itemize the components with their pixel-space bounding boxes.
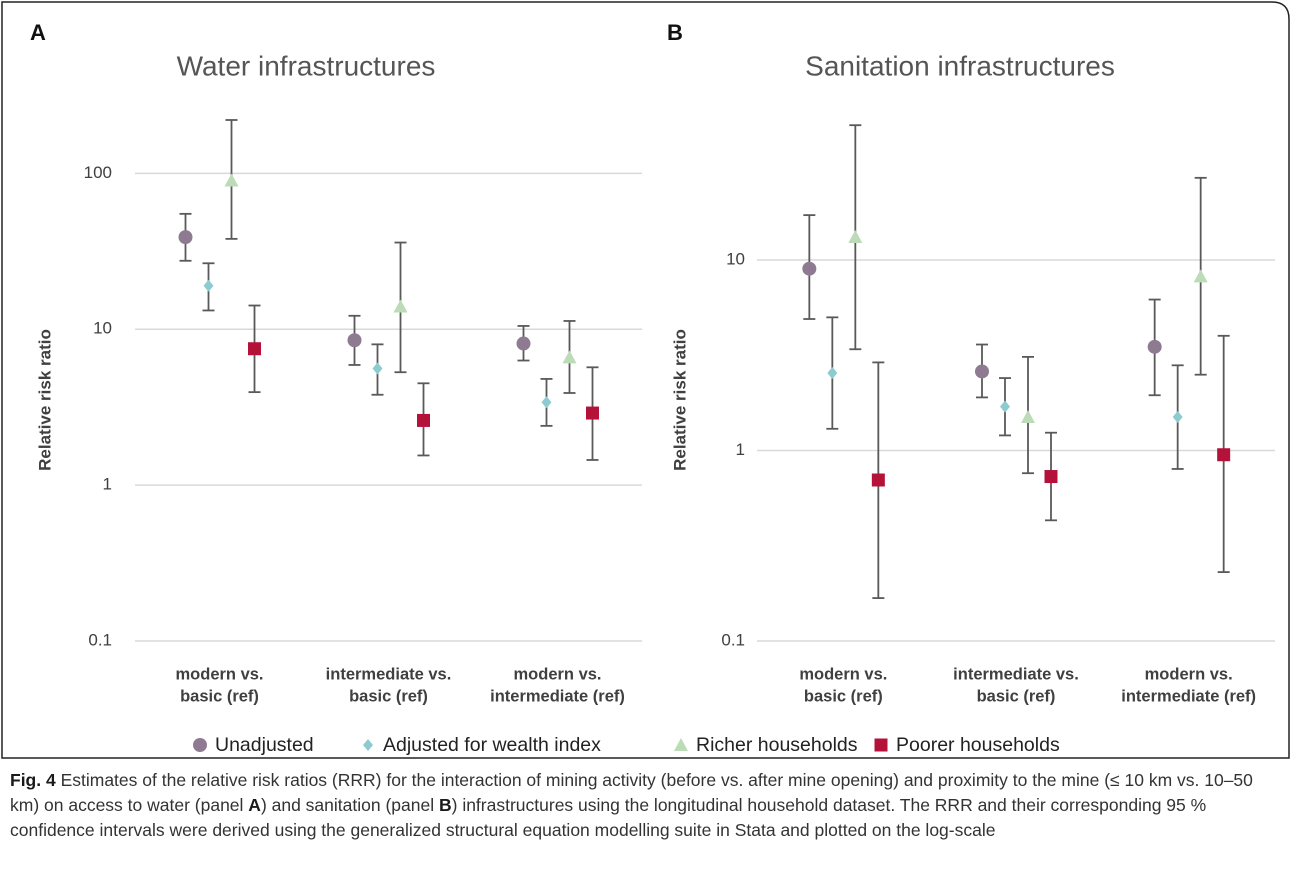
y-axis-label: Relative risk ratio	[35, 329, 54, 471]
caption-text: ) infrastructures using the longitudinal…	[10, 795, 1207, 840]
x-tick-label: intermediate vs.	[326, 665, 452, 683]
marker	[1147, 339, 1162, 354]
marker	[1044, 470, 1058, 484]
x-tick-label: basic (ref)	[180, 687, 259, 705]
caption: Fig. 4 Estimates of the relative risk ra…	[10, 768, 1282, 843]
marker	[516, 336, 531, 351]
marker	[178, 230, 193, 245]
marker	[347, 333, 362, 348]
x-tick-label: intermediate (ref)	[490, 687, 625, 705]
marker	[1000, 400, 1010, 413]
y-tick-label: 100	[84, 163, 112, 182]
chart-title: Sanitation infrastructures	[805, 50, 1115, 81]
panel-label: A	[30, 20, 46, 45]
marker	[417, 413, 430, 427]
marker	[586, 406, 599, 420]
y-tick-label: 1	[736, 440, 745, 459]
y-tick-label: 1	[103, 475, 112, 494]
marker	[1193, 269, 1208, 283]
y-tick-label: 0.1	[721, 630, 745, 649]
y-axis-label: Relative risk ratio	[670, 329, 689, 471]
marker	[802, 261, 817, 276]
marker	[874, 738, 888, 752]
marker	[393, 299, 408, 313]
x-tick-label: modern vs.	[799, 665, 887, 683]
caption-text: Estimates of the relative risk ratios (R…	[10, 770, 1253, 815]
x-tick-label: modern vs.	[175, 665, 263, 683]
marker	[1217, 448, 1231, 462]
caption-text: B	[438, 795, 452, 815]
marker	[562, 350, 577, 364]
marker	[363, 739, 373, 751]
legend-label: Richer households	[696, 734, 858, 756]
x-tick-label: basic (ref)	[804, 687, 883, 705]
x-tick-label: intermediate vs.	[953, 665, 1079, 683]
y-tick-label: 0.1	[88, 630, 112, 649]
chart-title: Water infrastructures	[177, 50, 436, 81]
marker	[1021, 409, 1035, 423]
marker	[827, 367, 838, 380]
marker	[203, 279, 214, 292]
marker	[871, 473, 885, 487]
caption-text: ) and sanitation (panel	[260, 795, 439, 815]
y-tick-label: 10	[93, 319, 112, 338]
x-tick-label: modern vs.	[1145, 665, 1233, 683]
caption-label: Fig. 4	[10, 770, 56, 790]
marker	[1172, 410, 1183, 423]
x-tick-label: basic (ref)	[349, 687, 428, 705]
panel-label: B	[667, 20, 683, 45]
marker	[674, 738, 688, 751]
x-tick-label: intermediate (ref)	[1121, 687, 1256, 705]
marker	[975, 364, 989, 379]
marker	[193, 738, 207, 752]
marker	[224, 173, 239, 187]
marker	[372, 362, 383, 375]
marker	[541, 396, 552, 409]
figure: A Water infrastructures Relative risk rati…	[1, 1, 1290, 759]
legend-label: Unadjusted	[215, 734, 314, 756]
figure-frame	[1, 1, 1290, 759]
legend-label: Poorer households	[896, 734, 1060, 756]
x-tick-label: basic (ref)	[977, 687, 1056, 705]
caption-text: A	[248, 795, 261, 815]
y-tick-label: 10	[726, 249, 745, 268]
marker	[848, 230, 863, 244]
marker	[248, 342, 261, 356]
x-tick-label: modern vs.	[513, 665, 601, 683]
legend-label: Adjusted for wealth index	[383, 734, 601, 756]
